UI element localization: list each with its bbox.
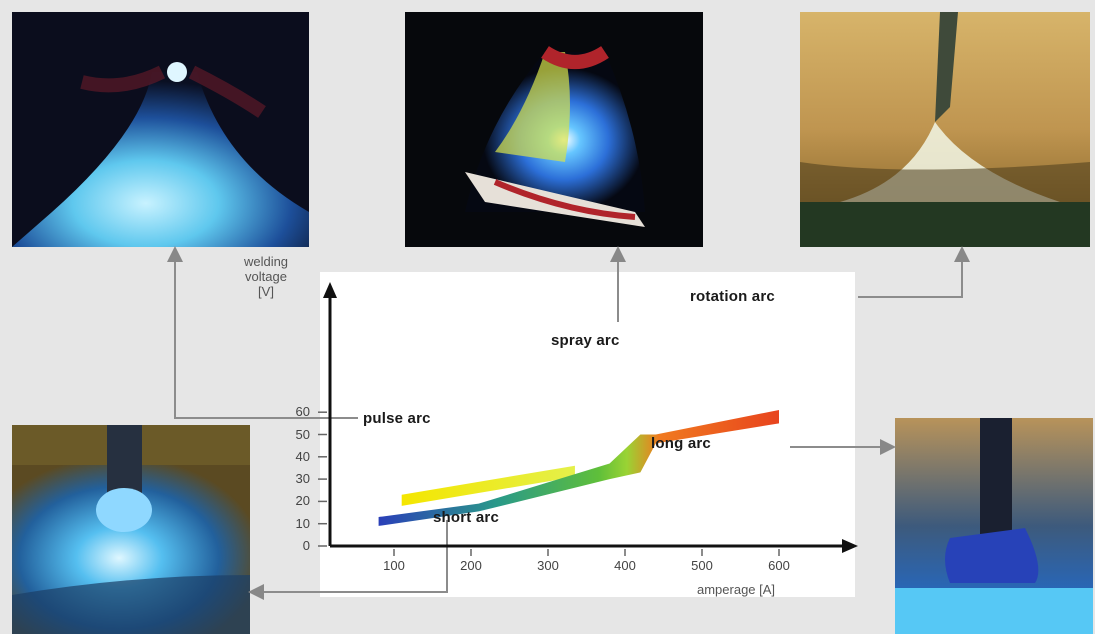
- short-arc-photo: [12, 425, 250, 634]
- band-pulse-arc: [401, 465, 575, 506]
- y-tick-label: 50: [295, 426, 310, 442]
- y-axis-label-line-3: [V]: [258, 284, 274, 299]
- connector-pulse: [167, 246, 358, 419]
- x-tick-label: 400: [614, 558, 636, 573]
- label-rotation-arc: rotation arc: [690, 288, 775, 305]
- rotation-arc-photo: [800, 12, 1090, 247]
- y-tick-label: 60: [295, 404, 310, 420]
- label-pulse-arc: pulse arc: [363, 410, 431, 427]
- y-tick-label: 0: [302, 538, 310, 553]
- y-axis-label-line-2: voltage: [245, 269, 287, 284]
- connector-short: [248, 520, 448, 600]
- x-axis-label: amperage [A]: [697, 582, 776, 597]
- y-axis-label: welding voltage [V]: [236, 254, 296, 299]
- spray-arc-photo: [405, 12, 703, 247]
- x-axis-arrowhead: [842, 539, 858, 553]
- label-short-arc: short arc: [433, 509, 499, 526]
- pulse-arc-photo: [12, 12, 309, 247]
- y-tick-label: 40: [295, 448, 310, 464]
- label-spray-arc: spray arc: [551, 332, 620, 349]
- x-tick-label: 200: [460, 558, 482, 573]
- y-tick-label: 20: [295, 493, 310, 509]
- label-long-arc: long arc: [651, 435, 711, 452]
- y-tick-label: 10: [295, 515, 310, 531]
- band-short-to-rotation-arc: [378, 409, 779, 526]
- connector-lines: [167, 246, 970, 600]
- y-axis-arrowhead: [323, 282, 337, 298]
- connector-rotation: [858, 246, 970, 298]
- x-tick-label: 300: [537, 558, 559, 573]
- x-tick-label: 100: [383, 558, 405, 573]
- y-tick-label: 30: [295, 471, 310, 487]
- x-tick-label: 600: [768, 558, 790, 573]
- x-tick-label: 500: [691, 558, 713, 573]
- long-arc-photo: [895, 418, 1093, 634]
- chart-panel: [320, 272, 855, 597]
- y-axis-label-line-1: welding: [243, 254, 289, 269]
